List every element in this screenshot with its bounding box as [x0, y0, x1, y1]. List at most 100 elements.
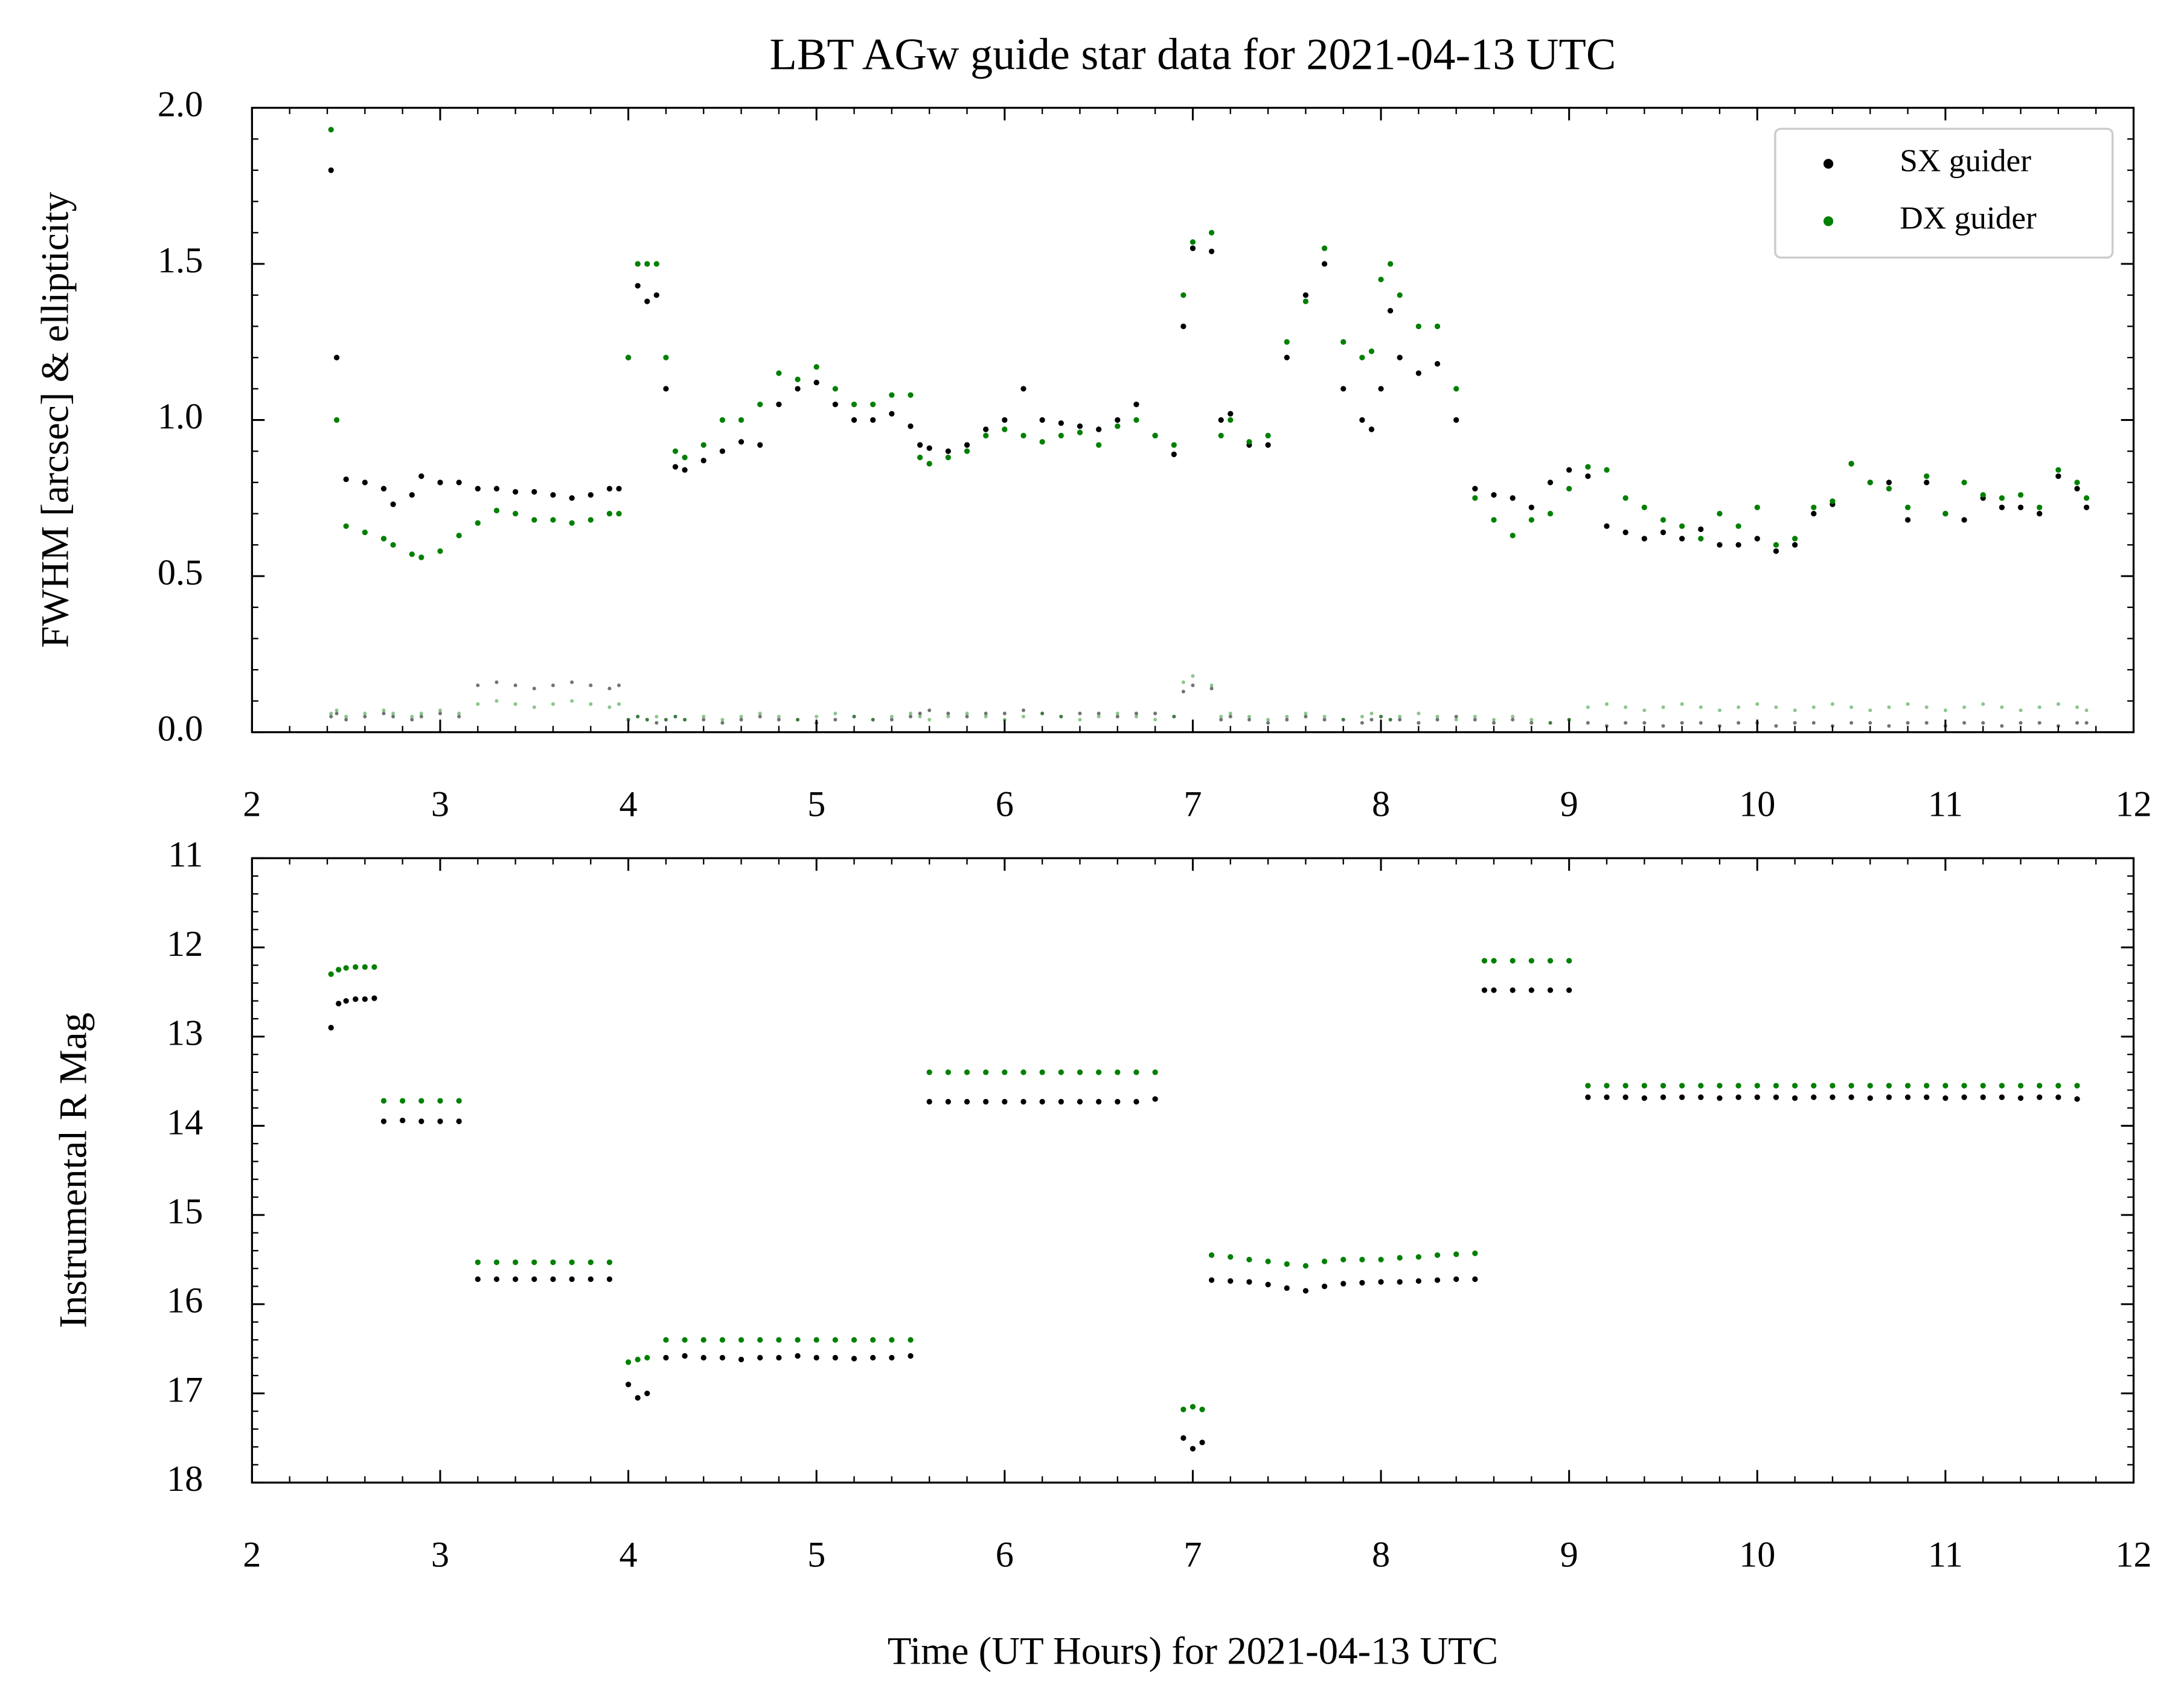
ellipticity-point — [720, 717, 725, 722]
data-point — [1481, 958, 1488, 964]
ellipticity-point — [2037, 721, 2041, 725]
data-point — [1641, 536, 1647, 542]
ellipticity-point — [457, 714, 461, 719]
x-tick-label: 7 — [1183, 784, 1202, 825]
data-point — [400, 1098, 406, 1104]
data-point — [1754, 536, 1760, 542]
data-point — [832, 1354, 839, 1361]
ellipticity-point — [1906, 702, 1910, 706]
data-point — [1180, 1435, 1186, 1441]
data-point — [1415, 370, 1422, 376]
ellipticity-point — [871, 717, 875, 722]
data-point — [1453, 1251, 1459, 1257]
ellipticity-point — [382, 711, 386, 716]
data-point — [1660, 1083, 1667, 1089]
data-point — [1397, 1255, 1403, 1261]
ellipticity-point — [815, 714, 819, 719]
data-point — [1717, 1083, 1723, 1089]
data-point — [550, 1259, 556, 1266]
ellipticity-point — [946, 714, 950, 719]
ellipticity-point — [1078, 717, 1082, 722]
ellipticity-point — [2019, 708, 2023, 713]
data-point — [1434, 1277, 1441, 1283]
ellipticity-point — [1360, 714, 1364, 719]
data-point — [531, 1259, 537, 1266]
data-point — [1095, 442, 1102, 448]
data-point — [1942, 1083, 1949, 1089]
data-point — [653, 292, 659, 298]
data-point — [1510, 987, 1516, 993]
data-point — [1208, 248, 1215, 255]
data-point — [926, 445, 932, 451]
ellipticity-point — [702, 714, 706, 719]
ellipticity-point — [777, 717, 781, 722]
ellipticity-point — [532, 687, 536, 691]
data-point — [512, 511, 519, 517]
data-point — [917, 442, 923, 448]
data-point — [795, 386, 801, 392]
ellipticity-point — [1624, 721, 1628, 725]
y-tick-label: 0.0 — [158, 708, 203, 749]
ellipticity-point — [965, 711, 969, 716]
data-point — [1961, 479, 1967, 485]
x-tick-label: 2 — [243, 1534, 261, 1575]
ellipticity-point — [1887, 705, 1891, 709]
data-point — [550, 492, 556, 498]
data-point — [2037, 1083, 2043, 1089]
data-point — [1302, 1263, 1309, 1269]
data-point — [776, 402, 782, 408]
data-point — [813, 379, 819, 386]
data-point — [851, 1356, 857, 1362]
ellipticity-point — [1172, 714, 1176, 719]
data-point — [1359, 1257, 1365, 1263]
data-point — [1811, 1094, 1817, 1100]
x-tick-label: 12 — [2115, 784, 2151, 825]
ellipticity-point — [702, 717, 706, 722]
data-point — [663, 354, 669, 360]
data-point — [362, 530, 368, 536]
data-point — [1415, 1278, 1422, 1284]
ellipticity-point — [1266, 717, 1270, 722]
data-point — [606, 1276, 613, 1283]
data-point — [964, 448, 970, 454]
data-point — [1228, 417, 1234, 423]
data-point — [719, 1354, 726, 1361]
ellipticity-point — [1604, 702, 1609, 706]
data-point — [1528, 958, 1534, 964]
data-point — [475, 485, 481, 492]
ellipticity-point — [1398, 714, 1402, 719]
ellipticity-point — [1002, 711, 1007, 716]
data-point — [493, 1276, 500, 1283]
ellipticity-point — [1924, 705, 1929, 709]
data-point — [1321, 261, 1328, 267]
ellipticity-point — [457, 711, 461, 716]
data-point — [682, 467, 688, 473]
y-tick-label: 1.5 — [158, 240, 203, 281]
x-tick-label: 8 — [1372, 784, 1390, 825]
data-point — [1002, 417, 1008, 423]
ellipticity-point — [889, 714, 894, 719]
data-point — [328, 971, 334, 977]
ellipticity-point — [1811, 721, 1816, 725]
x-tick-label: 6 — [996, 784, 1014, 825]
data-point — [1547, 479, 1554, 485]
ellipticity-point — [1492, 717, 1496, 722]
ellipticity-point — [391, 714, 395, 719]
data-point — [1095, 1069, 1102, 1075]
ellipticity-point — [655, 714, 659, 719]
data-point — [588, 492, 594, 498]
ellipticity-point — [1454, 717, 1458, 722]
data-point — [719, 448, 726, 454]
data-point — [2055, 473, 2061, 479]
data-point — [1133, 1069, 1139, 1075]
data-point — [2074, 485, 2080, 492]
data-point — [1735, 542, 1741, 548]
data-point — [1077, 429, 1083, 435]
data-point — [964, 442, 970, 448]
data-point — [1679, 536, 1685, 542]
ellipticity-point — [984, 711, 988, 716]
data-point — [1077, 1098, 1083, 1105]
data-point — [1340, 1257, 1347, 1263]
ellipticity-point — [2000, 724, 2004, 728]
ellipticity-point — [1793, 708, 1797, 713]
